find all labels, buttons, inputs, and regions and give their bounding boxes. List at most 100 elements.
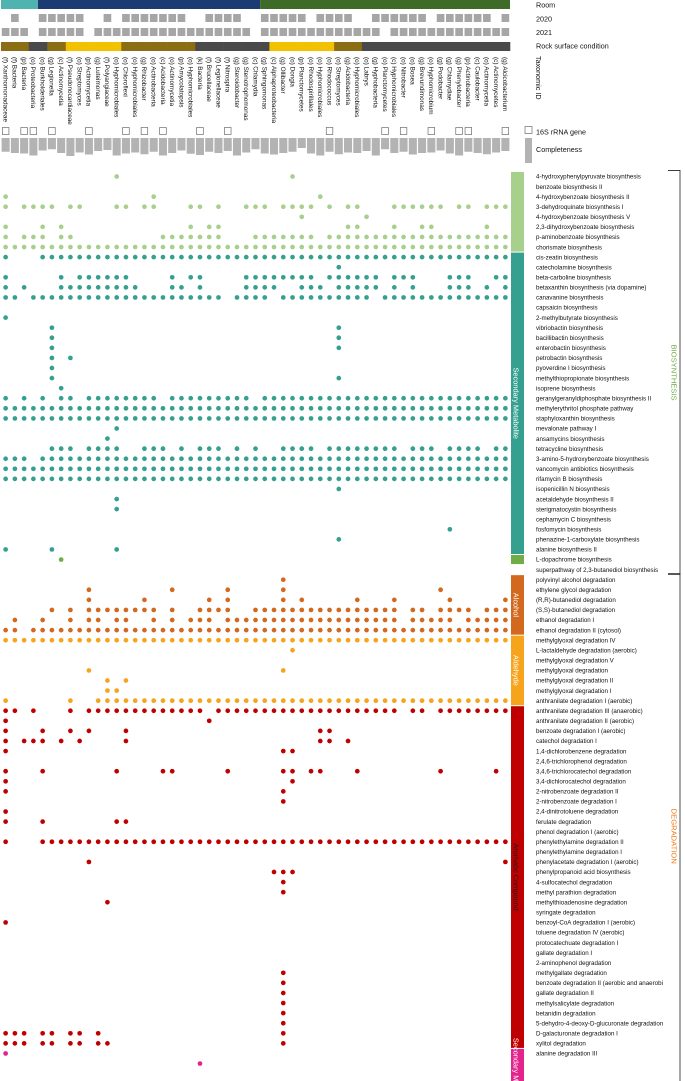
presence-dot	[68, 234, 73, 240]
presence-dot	[456, 244, 462, 250]
presence-dot	[114, 617, 120, 623]
presence-dot	[40, 204, 45, 210]
presence-dot	[77, 637, 83, 643]
presence-dot	[58, 234, 64, 240]
presence-dot	[475, 627, 480, 633]
presence-dot	[401, 456, 406, 462]
presence-dot	[373, 254, 379, 260]
presence-dot	[354, 446, 360, 452]
presence-dot	[68, 728, 73, 734]
presence-dot	[262, 627, 268, 633]
presence-dot	[327, 254, 332, 260]
presence-dot	[105, 456, 110, 462]
presence-dot	[456, 456, 462, 462]
presence-dot	[216, 405, 221, 411]
completeness-bar	[501, 138, 510, 151]
year-2020-cell	[483, 14, 491, 22]
presence-dot	[299, 254, 305, 260]
completeness-bar	[325, 138, 334, 152]
presence-dot	[391, 698, 397, 704]
presence-dot	[216, 234, 221, 240]
presence-dot	[419, 446, 425, 452]
completeness-bar	[168, 138, 177, 153]
presence-dot	[179, 234, 184, 240]
year-2021-cell	[297, 28, 306, 36]
presence-dot	[456, 416, 462, 421]
pathway-label: benzoate biosynthesis II	[536, 184, 603, 191]
presence-dot	[419, 254, 425, 260]
presence-dot	[253, 698, 258, 704]
pathway-label: benzoate degradation II (aerobic and ana…	[536, 980, 663, 987]
presence-dot	[364, 627, 369, 633]
presence-dot	[327, 839, 332, 845]
presence-dot	[216, 224, 221, 230]
presence-dot	[206, 456, 212, 462]
presence-dot	[95, 285, 101, 290]
presence-dot	[466, 446, 471, 452]
presence-dot	[114, 476, 120, 482]
presence-dot	[21, 405, 27, 411]
pathway-label: 5-dehydro-4-deoxy-D-glucuronate degradat…	[536, 1020, 664, 1027]
year-2020-cell	[418, 14, 426, 22]
presence-dot	[466, 617, 471, 623]
completeness-bar	[418, 138, 427, 153]
presence-dot	[58, 416, 64, 421]
presence-dot	[151, 627, 157, 633]
completeness-bar	[445, 138, 454, 154]
presence-dot	[225, 254, 231, 260]
presence-dot	[3, 809, 8, 814]
presence-dot	[86, 274, 92, 280]
taxon-label: (k) Bacteria	[196, 57, 203, 90]
presence-dot	[354, 768, 360, 774]
presence-dot	[105, 254, 110, 260]
year-2020-cell	[399, 14, 408, 22]
presence-dot	[114, 204, 120, 210]
presence-dot	[123, 617, 129, 623]
taxon-label: (g) Chlamydiae	[446, 57, 453, 101]
presence-dot	[456, 395, 462, 401]
presence-dot	[271, 617, 277, 623]
presence-dot	[3, 274, 8, 280]
presence-dot	[373, 416, 379, 421]
presence-dot	[206, 607, 212, 613]
pathway-label: chorismate biosynthesis	[536, 244, 602, 251]
presence-dot	[382, 254, 388, 260]
year-2021-cell	[371, 28, 380, 36]
taxon-label: (c) Actinomycetes	[492, 57, 499, 107]
year-2020-cell	[11, 14, 19, 22]
presence-dot	[280, 234, 286, 240]
completeness-bar	[353, 138, 362, 153]
completeness-bar	[390, 138, 399, 153]
presence-dot	[160, 456, 166, 462]
presence-dot	[95, 698, 101, 704]
year-2020-cell	[205, 14, 214, 22]
year-2020-cell	[297, 14, 306, 22]
presence-dot	[68, 466, 73, 472]
presence-dot	[271, 708, 277, 714]
presence-dot	[142, 446, 147, 452]
taxon-label: (f) Brucellaceae	[205, 57, 212, 102]
presence-dot	[3, 224, 8, 230]
presence-dot	[114, 496, 120, 502]
year-2020-cell	[149, 14, 158, 22]
year-2021-cell	[149, 28, 158, 36]
rock-segment	[371, 42, 381, 51]
presence-dot	[21, 234, 27, 240]
presence-dot	[114, 768, 120, 774]
presence-dot	[95, 446, 101, 452]
presence-dot	[382, 295, 388, 300]
presence-dot	[49, 476, 55, 482]
presence-dot	[373, 839, 379, 845]
presence-dot	[169, 274, 175, 280]
presence-dot	[308, 607, 314, 613]
presence-dot	[31, 708, 36, 714]
presence-dot	[391, 597, 397, 603]
rock-segment	[389, 42, 400, 51]
presence-dot	[447, 295, 453, 300]
completeness-bar	[20, 138, 29, 154]
year-2021-cell	[112, 28, 121, 36]
rock-segment	[130, 42, 141, 51]
presence-dot	[290, 244, 295, 250]
completeness-bar	[57, 138, 66, 153]
